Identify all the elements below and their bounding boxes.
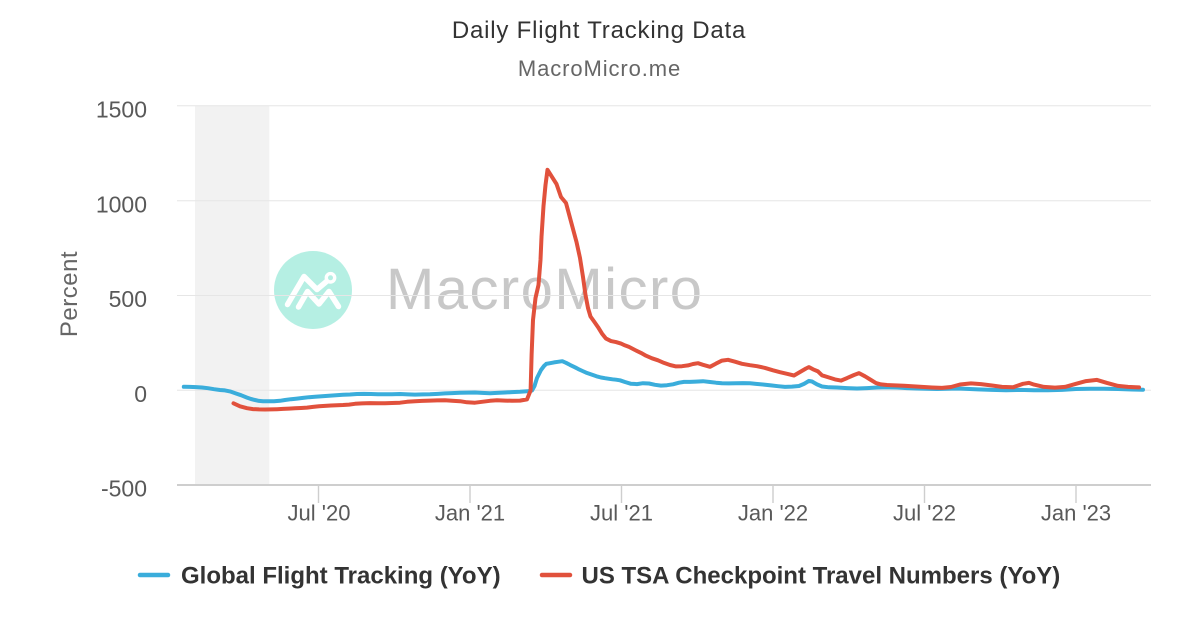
svg-text:500: 500 bbox=[109, 286, 147, 312]
svg-text:MacroMicro: MacroMicro bbox=[386, 257, 703, 322]
svg-text:1500: 1500 bbox=[96, 96, 147, 122]
svg-text:US TSA Checkpoint Travel Numbe: US TSA Checkpoint Travel Numbers (YoY) bbox=[582, 563, 1061, 590]
svg-text:Percent: Percent bbox=[56, 251, 83, 337]
svg-text:1000: 1000 bbox=[96, 191, 147, 217]
svg-text:0: 0 bbox=[134, 381, 147, 407]
svg-text:-500: -500 bbox=[101, 476, 147, 502]
svg-text:Jul '21: Jul '21 bbox=[590, 501, 653, 526]
svg-text:Jul '22: Jul '22 bbox=[893, 501, 956, 526]
svg-text:MacroMicro.me: MacroMicro.me bbox=[518, 56, 681, 81]
svg-text:Jul '20: Jul '20 bbox=[288, 501, 351, 526]
svg-text:Jan '21: Jan '21 bbox=[435, 501, 505, 526]
svg-text:Jan '23: Jan '23 bbox=[1041, 501, 1111, 526]
svg-text:Global Flight Tracking (YoY): Global Flight Tracking (YoY) bbox=[181, 563, 501, 590]
svg-text:Daily Flight Tracking Data: Daily Flight Tracking Data bbox=[452, 17, 746, 44]
svg-text:Jan '22: Jan '22 bbox=[738, 501, 808, 526]
